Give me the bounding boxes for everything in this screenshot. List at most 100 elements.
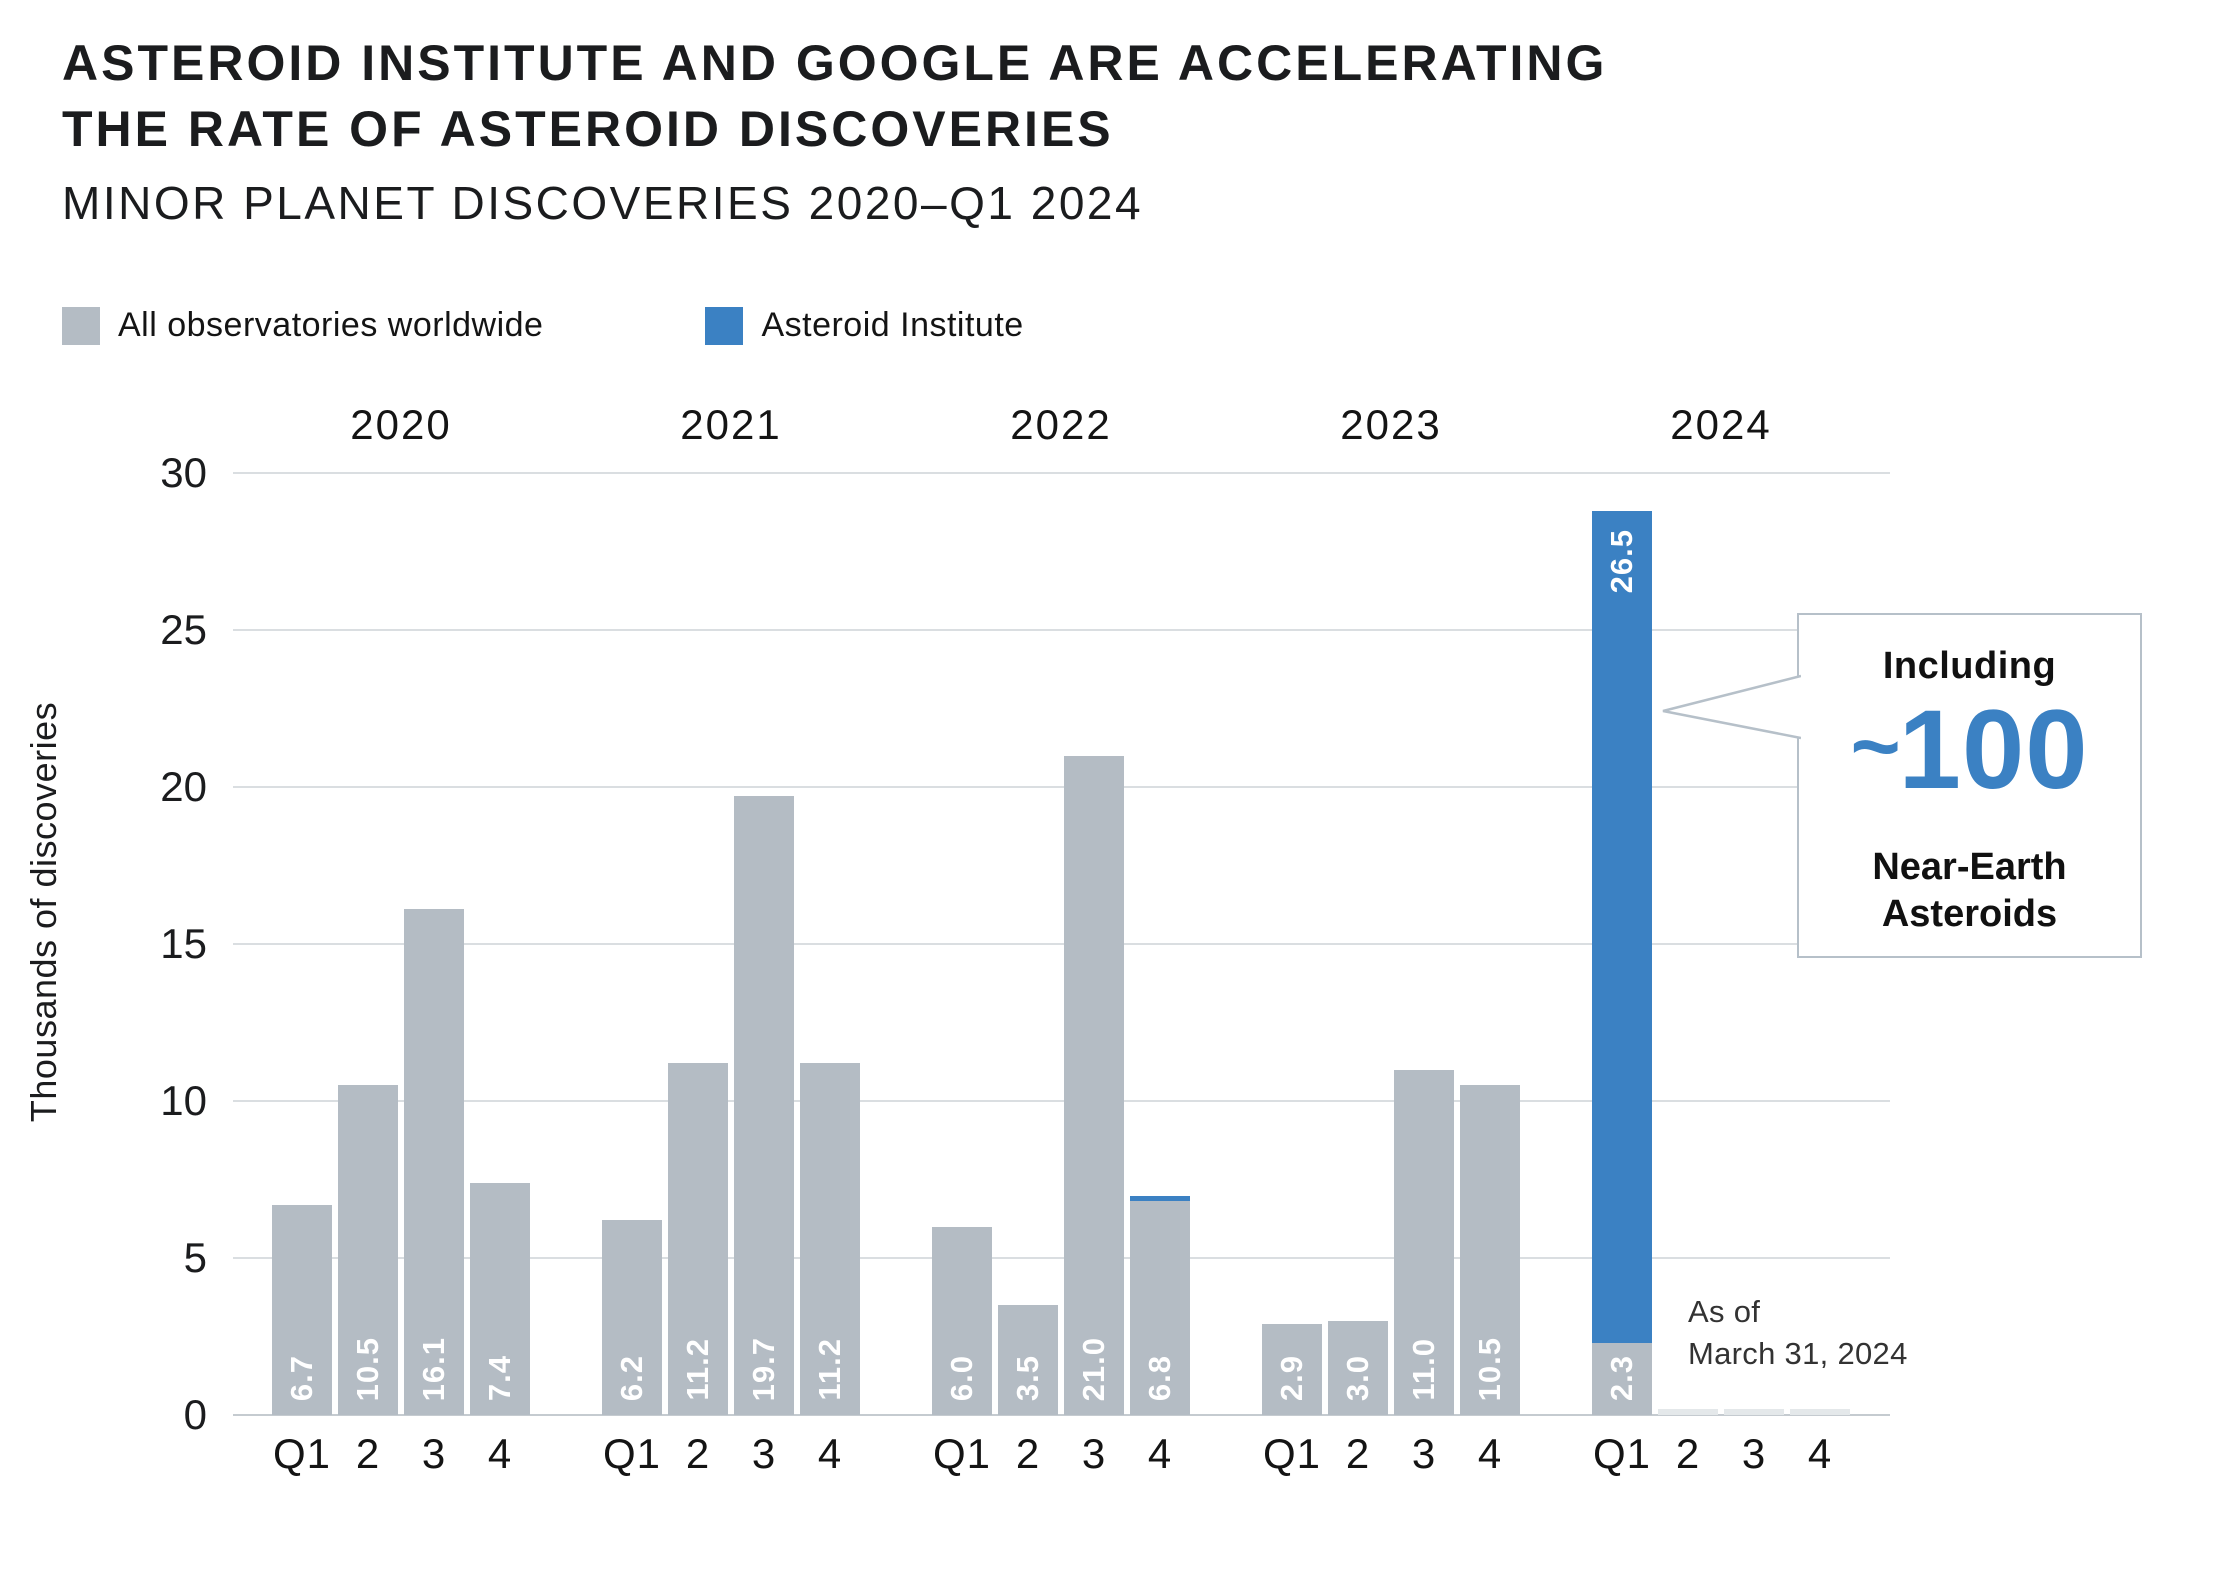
legend-swatch-gray xyxy=(62,306,100,345)
bar-2022-4-asteroid-institute xyxy=(1130,1196,1190,1201)
x-tick-label-2023-Q1: Q1 xyxy=(1262,1430,1322,1477)
y-tick-label-25: 25 xyxy=(160,606,207,653)
year-label-2024: 2024 xyxy=(1670,401,1772,448)
title-line-1: ASTEROID INSTITUTE AND GOOGLE ARE ACCELE… xyxy=(62,35,1608,91)
bar-2023-3-worldwide: 11.0 xyxy=(1394,1070,1454,1415)
bar-2021-2-worldwide: 11.2 xyxy=(668,1063,728,1415)
callout-big-number: 100 xyxy=(1898,687,2089,812)
x-tick-label-2022-3: 3 xyxy=(1081,1430,1107,1477)
legend: All observatories worldwide Asteroid Ins… xyxy=(62,306,1024,345)
gridline-20 xyxy=(233,786,1890,788)
bar-value-label: 10.5 xyxy=(350,1336,385,1401)
x-tick-label-2022-4: 4 xyxy=(1147,1430,1173,1477)
y-tick-label-10: 10 xyxy=(160,1077,207,1124)
callout-caption-line-1: Near-Earth xyxy=(1872,846,2067,888)
x-tick-label-2020-3: 3 xyxy=(421,1430,447,1477)
bar-value-label: 11.2 xyxy=(680,1338,715,1401)
y-tick-label-15: 15 xyxy=(160,920,207,967)
year-label-2021: 2021 xyxy=(680,401,782,448)
x-tick-label-2024-Q1: Q1 xyxy=(1592,1430,1652,1477)
bar-2024-3-worldwide xyxy=(1724,1409,1784,1415)
legend-label-worldwide: All observatories worldwide xyxy=(118,306,544,344)
bar-2022-1-worldwide: 6.0 xyxy=(932,1227,992,1415)
x-axis-line xyxy=(233,1414,1890,1416)
bar-2024-1-asteroid-institute: 26.5 xyxy=(1592,511,1652,1343)
gridline-30 xyxy=(233,472,1890,474)
bar-2020-3-worldwide: 16.1 xyxy=(404,909,464,1415)
bar-value-label: 6.8 xyxy=(1142,1354,1177,1401)
x-tick-label-2021-Q1: Q1 xyxy=(602,1430,662,1477)
bar-value-label: 26.5 xyxy=(1604,529,1639,594)
bar-2021-1-worldwide: 6.2 xyxy=(602,1220,662,1415)
bar-value-label: 2.9 xyxy=(1274,1354,1309,1401)
bar-value-label: 19.7 xyxy=(746,1336,781,1401)
x-tick-label-2020-4: 4 xyxy=(487,1430,513,1477)
legend-label-asteroid-institute: Asteroid Institute xyxy=(761,306,1024,344)
as-of-note-line-1: As of xyxy=(1688,1294,1761,1329)
callout-caption-line-2: Asteroids xyxy=(1881,893,2058,935)
x-tick-label-2023-3: 3 xyxy=(1411,1430,1437,1477)
approx-tilde: ~ xyxy=(1850,699,1901,795)
y-tick-label-0: 0 xyxy=(183,1391,207,1438)
x-tick-label-2020-2: 2 xyxy=(355,1430,381,1477)
gridline-5 xyxy=(233,1257,1890,1259)
bar-value-label: 6.7 xyxy=(284,1354,319,1401)
callout-caption: Near-Earth Asteroids xyxy=(1799,844,2140,938)
as-of-note-line-2: March 31, 2024 xyxy=(1688,1336,1908,1371)
y-tick-label-5: 5 xyxy=(183,1234,207,1281)
bar-2021-4-worldwide: 11.2 xyxy=(800,1063,860,1415)
callout-box: Including ~100 Near-Earth Asteroids xyxy=(1797,613,2142,958)
year-label-2023: 2023 xyxy=(1340,401,1442,448)
year-label-2020: 2020 xyxy=(350,401,452,448)
legend-swatch-blue xyxy=(705,306,744,345)
x-tick-label-2023-2: 2 xyxy=(1345,1430,1371,1477)
bar-2023-2-worldwide: 3.0 xyxy=(1328,1321,1388,1415)
page-title: ASTEROID INSTITUTE AND GOOGLE ARE ACCELE… xyxy=(62,30,1607,162)
legend-item-worldwide: All observatories worldwide xyxy=(62,306,543,345)
bar-2020-1-worldwide: 6.7 xyxy=(272,1205,332,1415)
bar-2022-3-worldwide: 21.0 xyxy=(1064,756,1124,1415)
callout-number-row: ~100 xyxy=(1799,692,2140,842)
x-tick-label-2022-2: 2 xyxy=(1015,1430,1041,1477)
title-line-2: THE RATE OF ASTEROID DISCOVERIES xyxy=(62,101,1114,157)
bar-value-label: 3.0 xyxy=(1340,1354,1375,1401)
bar-value-label: 21.0 xyxy=(1076,1336,1111,1401)
bar-2024-2-worldwide xyxy=(1658,1409,1718,1415)
gridline-25 xyxy=(233,629,1890,631)
bar-2020-4-worldwide: 7.4 xyxy=(470,1183,530,1415)
bar-value-label: 3.5 xyxy=(1010,1354,1045,1401)
bar-value-label: 10.5 xyxy=(1472,1336,1507,1401)
x-tick-label-2020-Q1: Q1 xyxy=(272,1430,332,1477)
gridline-15 xyxy=(233,943,1890,945)
y-tick-label-20: 20 xyxy=(160,763,207,810)
y-axis-title: Thousands of discoveries xyxy=(23,701,64,1123)
x-tick-label-2022-Q1: Q1 xyxy=(932,1430,992,1477)
bar-2022-4-worldwide: 6.8 xyxy=(1130,1201,1190,1415)
x-tick-label-2024-4: 4 xyxy=(1807,1430,1833,1477)
bar-value-label: 2.3 xyxy=(1604,1354,1639,1401)
year-label-2022: 2022 xyxy=(1010,401,1112,448)
x-tick-label-2024-3: 3 xyxy=(1741,1430,1767,1477)
bar-value-label: 11.2 xyxy=(812,1338,847,1401)
bar-2023-4-worldwide: 10.5 xyxy=(1460,1085,1520,1415)
bar-value-label: 16.1 xyxy=(416,1336,451,1401)
x-tick-label-2023-4: 4 xyxy=(1477,1430,1503,1477)
legend-item-asteroid-institute: Asteroid Institute xyxy=(705,306,1023,345)
x-tick-label-2021-4: 4 xyxy=(817,1430,843,1477)
bar-value-label: 6.2 xyxy=(614,1354,649,1401)
x-tick-label-2021-3: 3 xyxy=(751,1430,777,1477)
gridline-10 xyxy=(233,1100,1890,1102)
bar-2020-2-worldwide: 10.5 xyxy=(338,1085,398,1415)
callout-pointer xyxy=(1662,674,1801,740)
callout-including-text: Including xyxy=(1882,645,2057,687)
bar-value-label: 11.0 xyxy=(1406,1338,1441,1401)
bar-2022-2-worldwide: 3.5 xyxy=(998,1305,1058,1415)
x-tick-label-2024-2: 2 xyxy=(1675,1430,1701,1477)
bar-2024-4-worldwide xyxy=(1790,1409,1850,1415)
bar-value-label: 6.0 xyxy=(944,1354,979,1401)
bar-2024-1-worldwide: 2.3 xyxy=(1592,1343,1652,1415)
chart-subtitle: MINOR PLANET DISCOVERIES 2020–Q1 2024 xyxy=(62,177,1144,229)
bar-value-label: 7.4 xyxy=(482,1354,517,1401)
bar-2021-3-worldwide: 19.7 xyxy=(734,796,794,1415)
